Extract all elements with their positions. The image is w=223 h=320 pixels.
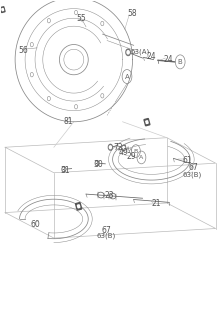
Circle shape: [127, 51, 129, 54]
Text: 55: 55: [77, 14, 87, 23]
Bar: [2, 8, 4, 11]
Text: 63(B): 63(B): [96, 233, 116, 239]
Text: 63(B): 63(B): [182, 171, 202, 178]
Text: 21: 21: [151, 199, 161, 208]
Circle shape: [63, 168, 65, 171]
Text: 72: 72: [113, 143, 123, 152]
Text: B: B: [134, 148, 138, 154]
Text: 61: 61: [182, 156, 192, 164]
Text: 81: 81: [64, 117, 73, 126]
Text: 56: 56: [18, 45, 28, 55]
Circle shape: [95, 161, 99, 166]
Circle shape: [62, 167, 66, 172]
Text: 60: 60: [30, 220, 40, 229]
Circle shape: [126, 49, 130, 55]
Circle shape: [108, 144, 112, 150]
Bar: [0, 7, 5, 12]
Text: 31: 31: [60, 166, 70, 175]
Text: 67: 67: [189, 164, 198, 172]
Circle shape: [109, 146, 112, 149]
Text: 58: 58: [128, 9, 137, 18]
Bar: [77, 205, 80, 208]
Circle shape: [122, 145, 126, 150]
Bar: [144, 118, 150, 126]
Text: 23: 23: [104, 191, 114, 200]
Text: 30: 30: [93, 160, 103, 169]
Text: 29: 29: [127, 152, 136, 161]
Text: 49: 49: [119, 148, 129, 157]
Text: A: A: [125, 74, 129, 80]
Text: 24: 24: [163, 54, 173, 63]
Bar: [76, 203, 82, 210]
Text: 63(A): 63(A): [131, 48, 150, 55]
Circle shape: [123, 147, 125, 149]
Text: 24: 24: [147, 52, 156, 61]
Text: A: A: [139, 155, 144, 160]
Text: B: B: [178, 59, 183, 65]
Circle shape: [96, 162, 98, 164]
Bar: [146, 121, 148, 124]
Text: 67: 67: [101, 226, 111, 235]
